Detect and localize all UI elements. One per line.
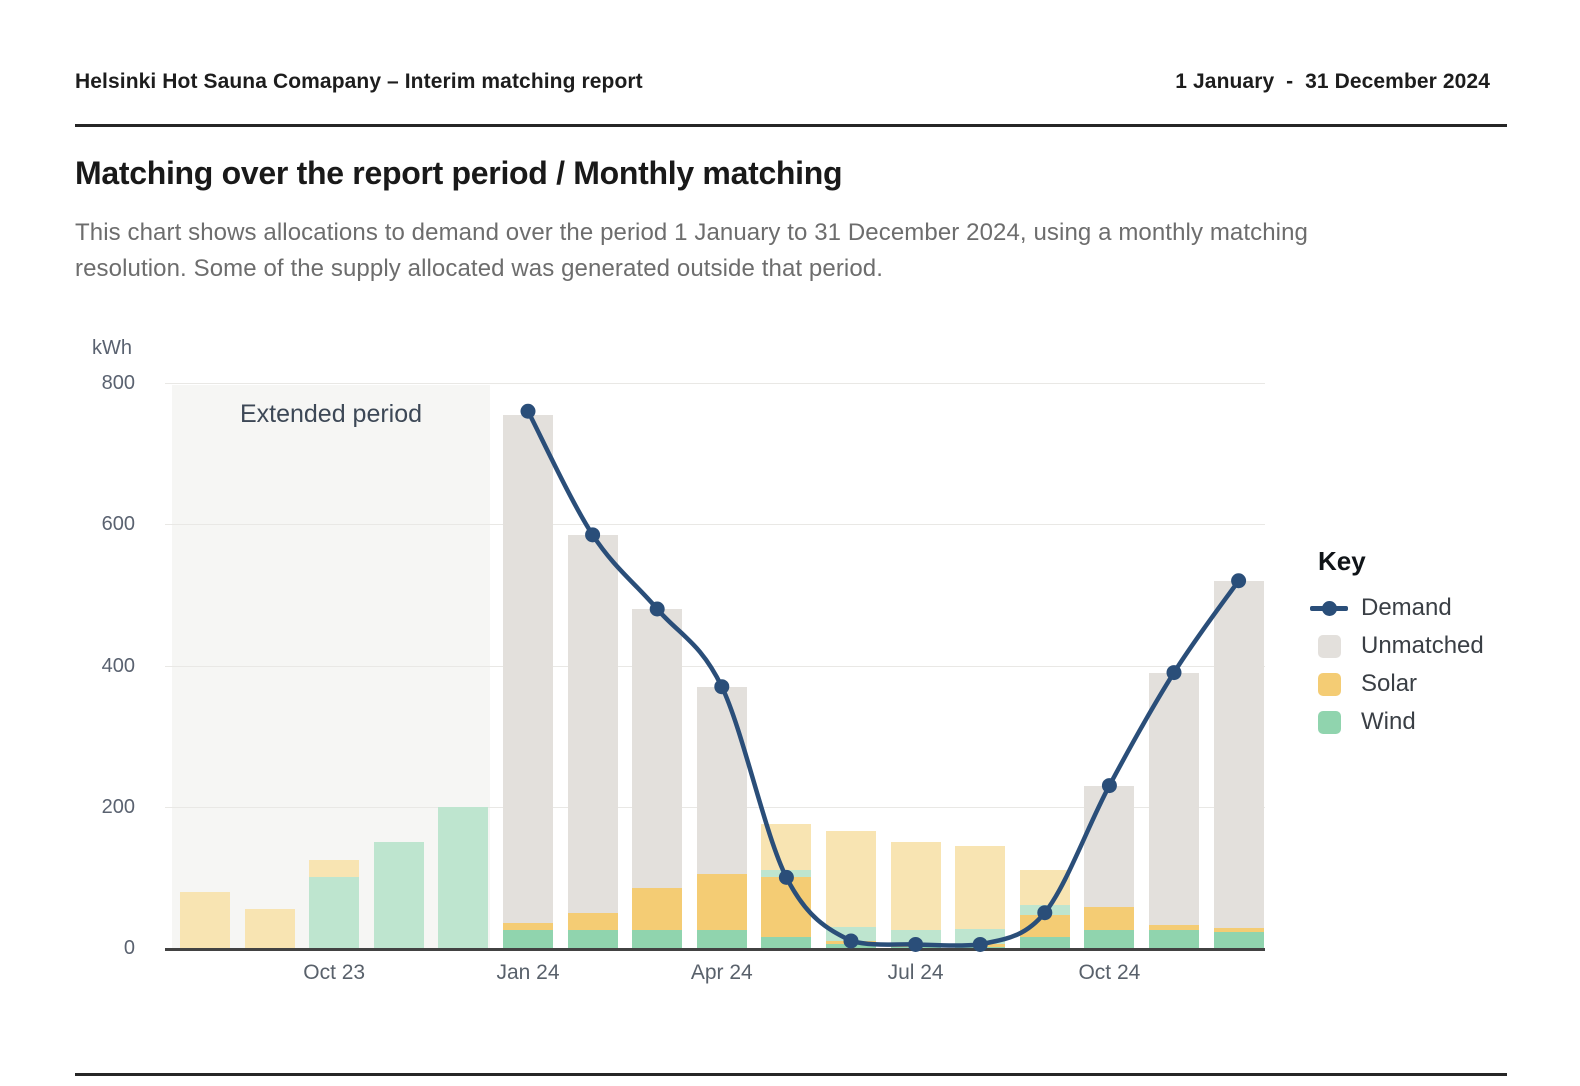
chart-legend: Key Demand Unmatched Solar Wind	[1310, 546, 1484, 741]
legend-label-solar: Solar	[1361, 670, 1418, 697]
report-header-title: Helsinki Hot Sauna Comapany – Interim ma…	[75, 70, 643, 93]
bar-segment-wind_light-dec-23	[438, 806, 489, 948]
bar-segment-solar-jan-24	[503, 923, 553, 931]
bar-segment-solar-aug-24	[955, 944, 1006, 947]
legend-label-wind: Wind	[1361, 708, 1416, 735]
gridline-800	[165, 383, 1265, 384]
legend-item-unmatched: Unmatched	[1318, 627, 1484, 665]
bar-segment-solar_light-jul-24	[890, 842, 941, 931]
bar-segment-solar-may-24	[761, 877, 812, 938]
bar-segment-solar-nov-24	[1149, 924, 1199, 931]
bar-segment-solar_light-aug-24	[955, 845, 1006, 929]
x-tick-label-oct-24: Oct 24	[1078, 961, 1141, 984]
x-tick-label-apr-24: Apr 24	[690, 961, 753, 984]
bar-segment-solar-jul-24	[890, 944, 941, 947]
bar-segment-solar_light-sep-24	[1019, 870, 1070, 905]
bar-segment-wind-feb-24	[567, 930, 618, 948]
x-tick-label-oct-23: Oct 23	[303, 961, 366, 984]
y-tick-label-800: 800	[101, 372, 135, 394]
gridline-600	[165, 524, 1265, 526]
legend-label-demand: Demand	[1361, 594, 1452, 621]
bar-segment-solar-oct-24	[1084, 907, 1135, 931]
bar-segment-wind_light-may-24	[761, 870, 812, 878]
bar-segment-solar_light-sep-23	[244, 909, 295, 948]
bar-segment-wind_light-jun-24	[826, 926, 876, 941]
solar-swatch-icon	[1318, 672, 1341, 696]
bar-segment-solar-mar-24	[632, 887, 683, 931]
x-axis-line	[165, 948, 1265, 951]
bar-segment-unmatched-feb-24	[567, 534, 618, 913]
bar-segment-unmatched-jan-24	[503, 414, 553, 924]
bar-segment-wind_light-sep-24	[1019, 904, 1070, 915]
bar-segment-solar_light-may-24	[761, 824, 812, 871]
demand-line-icon	[1310, 596, 1348, 620]
bar-segment-wind-apr-24	[696, 930, 747, 948]
bar-segment-unmatched-mar-24	[632, 609, 683, 888]
bar-segment-solar-apr-24	[696, 873, 747, 931]
bar-segment-wind-jan-24	[503, 930, 553, 948]
bar-segment-wind-nov-24	[1149, 930, 1199, 948]
legend-item-solar: Solar	[1318, 665, 1484, 703]
bar-segment-wind-may-24	[761, 937, 812, 948]
bar-segment-wind-dec-24	[1213, 931, 1264, 948]
x-tick-label-jul-24: Jul 24	[887, 961, 944, 984]
bar-segment-wind_light-aug-24	[955, 928, 1006, 945]
wind-swatch-icon	[1318, 710, 1341, 734]
bar-segment-wind_light-nov-23	[373, 842, 424, 948]
top-divider	[75, 124, 1507, 127]
bottom-divider	[75, 1073, 1507, 1076]
bar-segment-solar_light-oct-23	[309, 859, 360, 878]
chart-description-line2: resolution. Some of the supply allocated…	[75, 255, 884, 282]
legend-label-unmatched: Unmatched	[1361, 632, 1484, 659]
bar-segment-unmatched-apr-24	[696, 686, 747, 874]
bar-segment-unmatched-oct-24	[1084, 785, 1135, 908]
x-tick-label-jan-24: Jan 24	[496, 961, 560, 984]
bar-segment-solar-sep-24	[1019, 914, 1070, 938]
y-axis-unit-label: kWh	[92, 337, 132, 359]
bar-segment-wind_light-oct-23	[309, 877, 360, 948]
report-period: 1 January - 31 December 2024	[1175, 70, 1490, 93]
bar-segment-wind-mar-24	[632, 930, 683, 948]
legend-title: Key	[1318, 546, 1366, 576]
legend-item-wind: Wind	[1318, 703, 1484, 741]
chart-description-line1: This chart shows allocations to demand o…	[75, 219, 1309, 246]
bar-segment-solar-dec-24	[1213, 927, 1264, 932]
y-tick-label-400: 400	[101, 654, 135, 677]
bar-segment-unmatched-dec-24	[1213, 580, 1264, 928]
extended-period-label: Extended period	[239, 400, 423, 428]
bar-segment-solar-feb-24	[567, 912, 618, 931]
y-tick-label-200: 200	[101, 795, 135, 818]
y-tick-label-0: 0	[123, 937, 135, 959]
bar-segment-solar-jun-24	[826, 940, 876, 945]
legend-item-demand: Demand	[1310, 589, 1484, 627]
bar-segment-wind-oct-24	[1084, 930, 1135, 948]
bar-segment-solar_light-jun-24	[826, 831, 876, 927]
bar-segment-unmatched-nov-24	[1149, 672, 1199, 925]
extended-period-region	[172, 385, 490, 948]
bar-segment-wind-sep-24	[1019, 937, 1070, 948]
bar-segment-wind_light-jul-24	[890, 930, 941, 945]
unmatched-swatch-icon	[1318, 634, 1341, 658]
y-tick-label-600: 600	[101, 513, 135, 536]
gridline-400	[165, 665, 1265, 667]
bar-segment-solar_light-aug-23	[180, 891, 230, 948]
page-title: Matching over the report period / Monthl…	[75, 155, 843, 191]
